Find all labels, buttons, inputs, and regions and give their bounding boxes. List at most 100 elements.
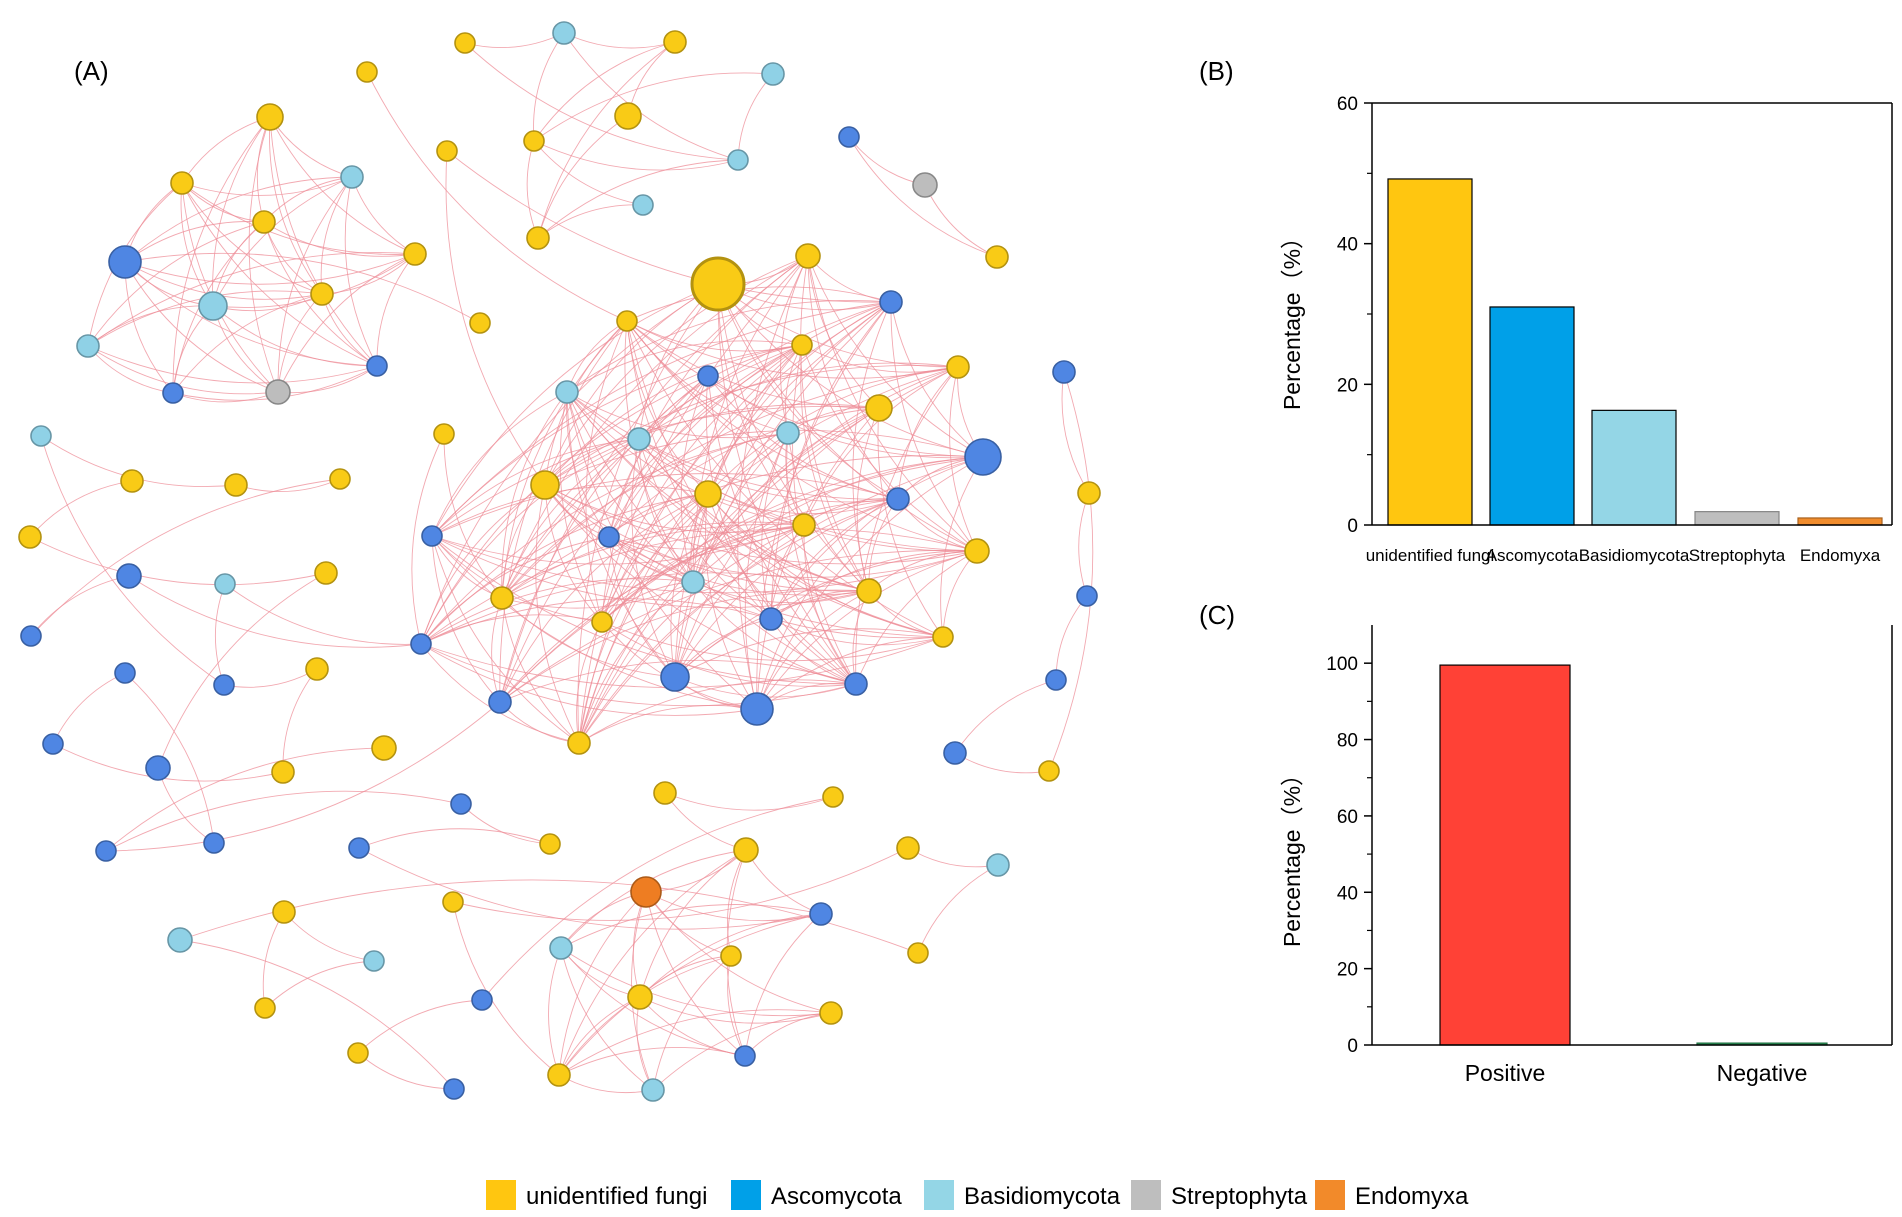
network-edge	[544, 320, 628, 486]
network-edge	[499, 456, 984, 703]
network-edge	[855, 550, 978, 685]
node-unidentified-fungi	[256, 103, 284, 131]
network-edge	[181, 116, 271, 184]
chart-b-ylabel: Percentage（%）	[1279, 226, 1305, 410]
network-edge	[124, 261, 174, 394]
ytick-label: 60	[1337, 807, 1358, 828]
network-edge	[601, 621, 857, 687]
network-edge	[269, 116, 416, 255]
network-edge	[639, 913, 822, 998]
node-unidentified-fungi	[946, 355, 970, 379]
panel-b-label: (B)	[1199, 56, 1234, 86]
network-edge	[499, 320, 628, 703]
network-edge	[638, 438, 694, 583]
network-edge	[40, 435, 225, 686]
chart-c-bars	[1439, 664, 1828, 1046]
network-edge	[533, 140, 644, 206]
network-edge	[680, 375, 709, 583]
network-edge	[577, 283, 719, 744]
network-edge	[501, 301, 892, 599]
network-edge	[942, 550, 978, 638]
node-basidiomycota	[776, 421, 800, 445]
network-edge	[737, 255, 809, 710]
node-basidiomycota	[627, 427, 651, 451]
network-edge	[431, 391, 568, 537]
node-unidentified-fungi	[856, 578, 882, 604]
network-edge	[501, 597, 580, 744]
network-edge	[692, 581, 857, 685]
node-unidentified-fungi	[356, 61, 378, 83]
network-edge	[87, 305, 214, 347]
network-edge	[877, 407, 944, 638]
node-basidiomycota	[198, 291, 228, 321]
node-unidentified-fungi	[932, 626, 954, 648]
network-edge	[848, 136, 926, 186]
network-edge	[269, 116, 323, 295]
network-edge	[181, 182, 416, 255]
network-edge	[558, 913, 822, 1076]
node-ascomycota	[203, 832, 225, 854]
network-edge	[499, 524, 805, 703]
network-edge	[756, 636, 944, 710]
node-unidentified-fungi	[371, 735, 397, 761]
category-label: Negative	[1717, 1060, 1808, 1086]
network-edge	[533, 41, 676, 142]
node-ascomycota	[838, 126, 860, 148]
network-edge	[431, 535, 580, 744]
network-edge	[411, 433, 445, 645]
legend-swatch	[1315, 1180, 1345, 1210]
node-unidentified-fungi	[18, 525, 42, 549]
network-edge	[263, 221, 378, 367]
network-edge	[420, 572, 870, 645]
network-edge	[639, 996, 832, 1024]
network-edge	[366, 71, 628, 322]
legend-label: Ascomycota	[771, 1183, 902, 1210]
node-unidentified-fungi	[985, 245, 1009, 269]
network-edge	[460, 803, 551, 845]
node-unidentified-fungi	[305, 657, 329, 681]
node-unidentified-fungi	[433, 423, 455, 445]
node-ascomycota	[348, 837, 370, 859]
network-edge	[52, 672, 126, 745]
network-edge	[692, 407, 880, 583]
node-ascomycota	[759, 607, 783, 631]
node-ascomycota	[598, 526, 620, 548]
network-edge	[277, 253, 416, 393]
network-edge	[533, 140, 739, 171]
node-basidiomycota	[30, 425, 52, 447]
node-unidentified-fungi	[616, 310, 638, 332]
network-edge	[420, 643, 758, 716]
network-edge	[248, 116, 279, 393]
network-edge	[578, 456, 984, 744]
chart-c-category-labels: Positive Negative	[1465, 1060, 1808, 1086]
network-edge	[707, 493, 870, 592]
network-edge	[544, 484, 978, 565]
node-basidiomycota	[76, 334, 100, 358]
network-edge	[212, 305, 378, 367]
node-ascomycota	[844, 672, 868, 696]
node-unidentified-fungi	[653, 781, 677, 805]
network-edge	[452, 847, 909, 921]
node-ascomycota	[886, 487, 910, 511]
node-unidentified-fungi	[314, 561, 338, 585]
node-basidiomycota	[986, 853, 1010, 877]
network-edge	[848, 136, 998, 258]
network-edge	[674, 550, 978, 678]
legend-swatch	[1131, 1180, 1161, 1210]
network-edge	[692, 581, 870, 604]
node-unidentified-fungi	[523, 130, 545, 152]
network-edge	[770, 618, 944, 646]
network-edge	[420, 283, 719, 645]
network-edge	[770, 498, 899, 620]
legend-swatch	[924, 1180, 954, 1210]
network-edge	[533, 72, 774, 142]
network-edge	[601, 366, 959, 623]
node-basidiomycota	[727, 149, 749, 171]
network-edge	[856, 407, 880, 592]
network-edge	[544, 403, 880, 486]
node-unidentified-fungi	[907, 942, 929, 964]
network-edge	[464, 32, 565, 49]
network-edge	[807, 255, 899, 500]
network-edge	[420, 614, 603, 645]
